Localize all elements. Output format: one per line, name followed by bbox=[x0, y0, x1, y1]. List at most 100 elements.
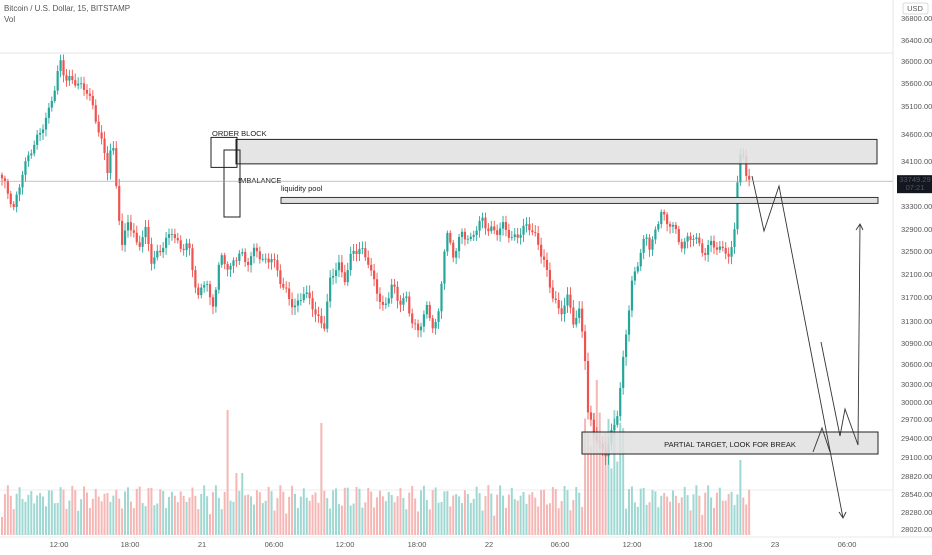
volume-bar bbox=[299, 496, 302, 535]
candle-body bbox=[472, 234, 475, 237]
order-block-zone[interactable] bbox=[235, 138, 878, 165]
time-tick-label: 12:00 bbox=[50, 540, 69, 549]
last-price-value: 33749.29 bbox=[899, 175, 930, 184]
candle-body bbox=[592, 419, 595, 435]
candle-body bbox=[586, 361, 590, 413]
candle-body bbox=[252, 247, 256, 257]
volume-bar bbox=[294, 493, 296, 535]
volume-bar bbox=[97, 496, 100, 535]
candle-body bbox=[636, 266, 639, 272]
candle-body bbox=[331, 275, 335, 278]
candle-body bbox=[349, 253, 352, 271]
candle-body bbox=[428, 304, 431, 319]
candle-body bbox=[519, 234, 522, 238]
candle-body bbox=[71, 76, 74, 81]
candle-body bbox=[748, 175, 751, 180]
imbalance-box[interactable] bbox=[223, 149, 241, 218]
candle-body bbox=[583, 331, 587, 362]
candle-body bbox=[540, 244, 543, 257]
volume-bar bbox=[630, 486, 633, 535]
candle-body bbox=[557, 299, 560, 309]
candle-body bbox=[138, 242, 141, 247]
candle-body bbox=[220, 255, 223, 265]
price-tick-label: 29400.00 bbox=[901, 434, 932, 443]
candle-body bbox=[317, 314, 320, 317]
volume-bar bbox=[270, 491, 273, 535]
price-tick-label: 29700.00 bbox=[901, 415, 932, 424]
volume-bar bbox=[15, 493, 18, 535]
volume-bar bbox=[607, 418, 610, 535]
candle-body bbox=[657, 224, 660, 230]
candle-body bbox=[478, 220, 481, 231]
price-tick-label: 29100.00 bbox=[901, 453, 932, 462]
candle-body bbox=[666, 214, 669, 225]
volume-bar bbox=[352, 503, 355, 535]
volume-bar bbox=[440, 501, 443, 535]
candle-body bbox=[504, 222, 508, 230]
volume-bar bbox=[179, 491, 182, 535]
volume-bar bbox=[53, 503, 56, 535]
candle-body bbox=[566, 294, 569, 306]
volume-bar bbox=[537, 506, 540, 535]
candle-body bbox=[399, 300, 402, 305]
candle-body bbox=[727, 253, 730, 257]
volume-bar bbox=[396, 496, 399, 535]
volume-bar bbox=[622, 428, 625, 535]
symbol-title[interactable]: Bitcoin / U.S. Dollar, 15, BITSTAMP bbox=[4, 4, 131, 13]
volume-bar bbox=[159, 489, 162, 535]
candle-body bbox=[24, 161, 27, 175]
volume-bar bbox=[528, 494, 531, 535]
candle-body bbox=[273, 259, 276, 261]
volume-bar bbox=[449, 506, 452, 535]
candle-body bbox=[56, 71, 59, 91]
volume-bar bbox=[531, 492, 534, 535]
candle-body bbox=[314, 309, 317, 315]
candle-body bbox=[501, 222, 505, 229]
candle-body bbox=[206, 284, 209, 285]
volume-bar bbox=[502, 495, 505, 535]
candle-body bbox=[358, 248, 361, 255]
volume-bar bbox=[595, 380, 598, 535]
volume-bar bbox=[109, 501, 112, 535]
volume-bar bbox=[642, 487, 645, 535]
volume-bar bbox=[671, 490, 674, 535]
volume-bar bbox=[422, 485, 425, 535]
candle-body bbox=[736, 182, 739, 230]
volume-bar bbox=[534, 497, 537, 535]
volume-bar bbox=[129, 501, 132, 535]
volume-bar bbox=[616, 461, 619, 535]
volume-bar bbox=[710, 497, 713, 535]
candle-body bbox=[144, 226, 147, 238]
volume-bar bbox=[115, 489, 118, 535]
partial-target-zone[interactable] bbox=[581, 431, 879, 455]
volume-bar bbox=[343, 487, 346, 535]
candle-body bbox=[683, 241, 686, 249]
volume-bar bbox=[598, 412, 601, 535]
time-tick-label: 18:00 bbox=[408, 540, 427, 549]
volume-bar bbox=[578, 492, 581, 535]
candle-body bbox=[97, 121, 100, 133]
candle-body bbox=[232, 260, 235, 266]
volume-bar bbox=[742, 497, 745, 535]
currency-button[interactable] bbox=[902, 2, 929, 15]
volume-bar bbox=[18, 487, 21, 535]
volume-bar bbox=[59, 487, 62, 535]
volume-bar bbox=[314, 492, 317, 535]
candle-body bbox=[627, 310, 631, 335]
liquidity-pool-zone[interactable] bbox=[280, 196, 879, 204]
candle-body bbox=[261, 258, 264, 260]
volume-legend[interactable]: Vol bbox=[4, 15, 16, 24]
volume-bar bbox=[329, 508, 332, 535]
candle-body bbox=[542, 256, 546, 260]
volume-bar bbox=[62, 489, 65, 535]
candle-body bbox=[229, 265, 232, 270]
candle-body bbox=[630, 280, 634, 311]
volume-bar bbox=[247, 494, 250, 535]
candle-body bbox=[194, 270, 197, 288]
volume-bar bbox=[229, 500, 232, 535]
candle-body bbox=[724, 248, 727, 254]
candle-body bbox=[326, 301, 329, 329]
candle-body bbox=[510, 237, 513, 238]
